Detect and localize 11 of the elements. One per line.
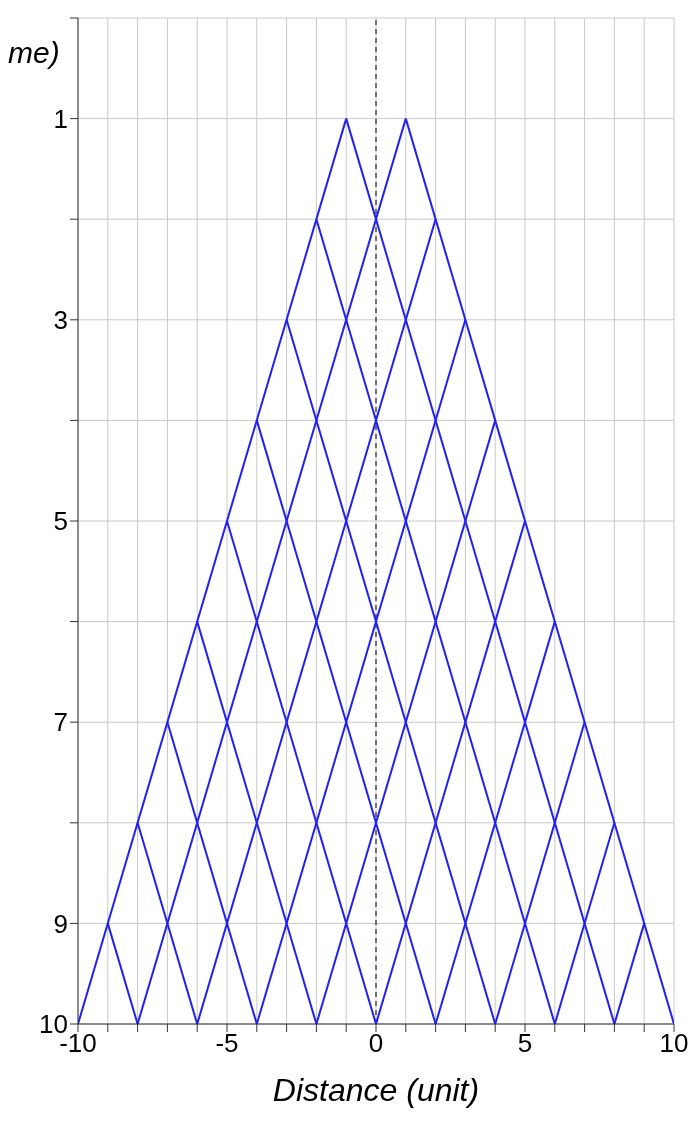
- y-tick-label: 3: [53, 305, 68, 336]
- x-tick-label: -5: [215, 1028, 239, 1059]
- y-tick-label: 5: [53, 506, 68, 537]
- y-tick-label: 7: [53, 707, 68, 738]
- y-tick-label: 1: [53, 103, 68, 134]
- x-tick-label: 0: [368, 1028, 384, 1059]
- y-tick-label: 9: [53, 908, 68, 939]
- x-axis-title: Distance (unit): [271, 1072, 481, 1109]
- x-tick-label: 5: [517, 1028, 533, 1059]
- x-tick-label: 10: [659, 1028, 689, 1059]
- y-axis-title: me): [8, 36, 60, 70]
